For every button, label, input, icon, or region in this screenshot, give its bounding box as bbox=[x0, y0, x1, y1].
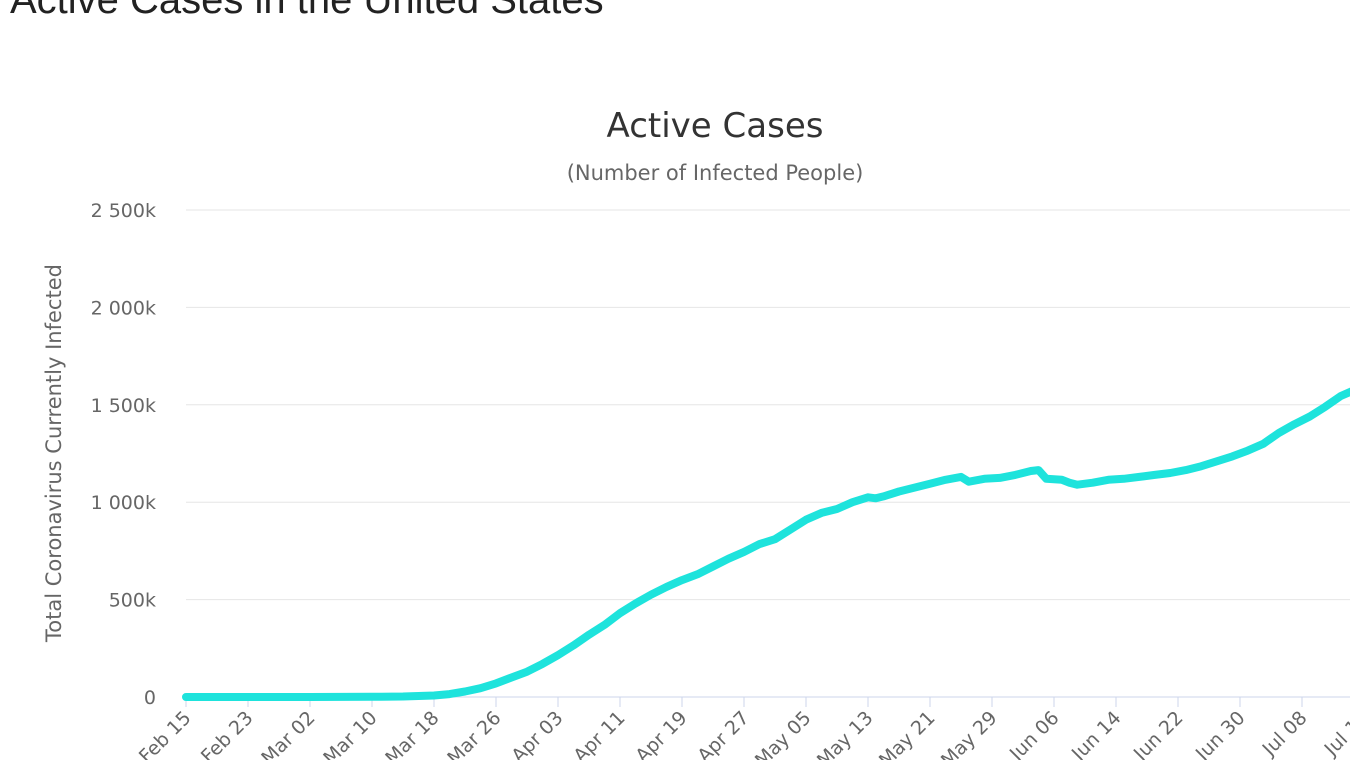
x-tick-label: Apr 19 bbox=[631, 707, 691, 760]
x-tick-label: Jun 30 bbox=[1191, 707, 1250, 760]
y-tick-label: 500k bbox=[109, 590, 156, 612]
x-tick-label: Jul 08 bbox=[1258, 707, 1312, 760]
y-tick-label: 2 500k bbox=[91, 200, 156, 222]
page-heading: Active Cases in the United States bbox=[10, 0, 604, 22]
x-tick-label: May 05 bbox=[751, 707, 816, 760]
x-tick-label: Feb 15 bbox=[135, 707, 196, 760]
x-tick-label: Jun 06 bbox=[1005, 707, 1064, 760]
y-tick-label: 2 000k bbox=[91, 297, 156, 319]
x-tick-label: Mar 02 bbox=[257, 707, 319, 760]
x-tick-label: Apr 11 bbox=[569, 707, 629, 760]
x-tick-label: Jun 14 bbox=[1067, 707, 1126, 760]
series-line[interactable] bbox=[182, 321, 1350, 701]
x-tick-label: Mar 26 bbox=[443, 707, 505, 760]
x-tick-label: Apr 27 bbox=[693, 707, 753, 760]
y-tick-label: 1 000k bbox=[91, 492, 156, 514]
x-tick-label: Jun 22 bbox=[1129, 707, 1188, 760]
x-tick-label: Jul 16 bbox=[1320, 707, 1350, 760]
y-axis-title: Total Coronavirus Currently Infected bbox=[42, 264, 66, 643]
x-tick-label: Feb 23 bbox=[197, 707, 258, 760]
y-tick-label: 1 500k bbox=[91, 395, 156, 417]
x-axis-tick-labels: Feb 15 Feb 23 Mar 02 Mar 10 Mar 18 Mar 26 Apr … bbox=[135, 707, 1350, 760]
x-tick-label: Mar 10 bbox=[319, 707, 381, 760]
y-axis-tick-labels: 0 500k 1 000k 1 500k 2 000k 2 500k bbox=[91, 200, 156, 709]
x-tick-label: May 29 bbox=[937, 707, 1002, 760]
y-tick-label: 0 bbox=[144, 687, 156, 709]
x-tick-label: Mar 18 bbox=[381, 707, 443, 760]
chart-title: Active Cases bbox=[607, 106, 824, 146]
x-tick-label: May 13 bbox=[813, 707, 878, 760]
chart-subtitle: (Number of Infected People) bbox=[567, 161, 864, 185]
x-axis-ticks bbox=[185, 697, 1303, 707]
x-tick-label: Apr 03 bbox=[507, 707, 567, 760]
x-tick-label: May 21 bbox=[875, 707, 940, 760]
series-layer bbox=[182, 321, 1350, 701]
gridlines bbox=[186, 209, 1350, 601]
